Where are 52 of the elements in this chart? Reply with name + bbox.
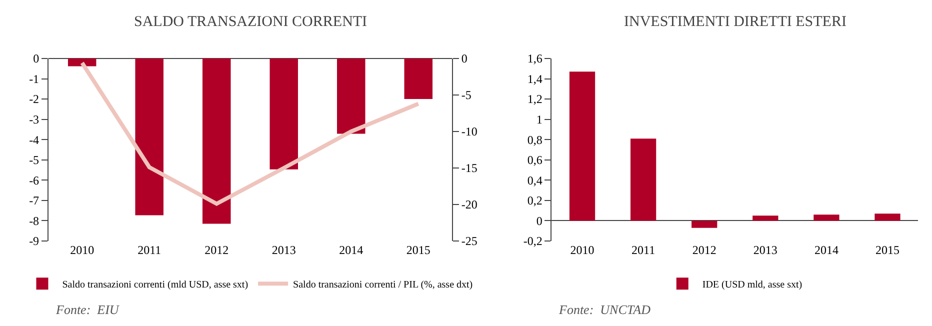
x-tick-label: 2014	[339, 243, 364, 257]
y-tick-label: 1,4	[527, 72, 542, 86]
legend-label: IDE (USD mld, asse sxt)	[702, 279, 802, 290]
x-tick-label: 2011	[632, 243, 656, 257]
bar	[814, 214, 840, 221]
bar	[692, 220, 718, 228]
y-tick-label: 0	[536, 214, 542, 228]
bar	[569, 72, 596, 221]
y2-tick-label: -10	[461, 124, 478, 139]
x-tick-label: 2013	[753, 243, 778, 257]
x-tick-label: 2012	[692, 243, 716, 257]
x-tick-label: 2014	[814, 243, 838, 257]
source-note: Fonte: UNCTAD	[558, 302, 652, 317]
y-tick-label: 1,6	[527, 52, 542, 66]
y-tick-label: -7	[29, 194, 40, 208]
y2-tick-label: -25	[461, 234, 478, 248]
x-tick-label: 2015	[875, 243, 900, 257]
y-tick-label: 0,2	[527, 194, 542, 208]
source-note: Fonte: EIU	[55, 302, 120, 317]
y-tick-label: -1	[29, 72, 40, 86]
y-tick-label: -5	[29, 153, 40, 168]
x-tick-label: 2013	[272, 243, 296, 257]
bar	[752, 216, 778, 221]
legend-label: Saldo transazioni correnti (mld USD, asse sxt)	[62, 279, 248, 290]
y-tick-label: -9	[29, 234, 40, 248]
x-tick-label: 2012	[204, 243, 229, 257]
y-tick-label: -8	[29, 214, 40, 228]
y-tick-label: 1,2	[527, 92, 542, 106]
bar	[630, 138, 656, 221]
y-tick-label: 1	[536, 112, 542, 127]
y2-tick-label: -20	[461, 198, 478, 212]
y-tick-label: -0,2	[523, 234, 542, 248]
y-tick-label: 0,8	[527, 132, 542, 147]
bar	[874, 214, 900, 221]
y-tick-label: -3	[29, 112, 40, 127]
x-tick-label: 2010	[570, 243, 594, 257]
chart-title: INVESTIMENTI DIRETTI ESTERI	[624, 14, 846, 30]
y-tick-label: -4	[29, 132, 40, 147]
chart-title: SALDO TRANSAZIONI CORRENTI	[134, 14, 368, 30]
y2-tick-label: 0	[461, 52, 468, 66]
y-tick-label: 0,6	[527, 153, 542, 168]
line-series	[80, 60, 420, 206]
y2-tick-label: -15	[461, 161, 478, 176]
y-tick-label: -6	[29, 173, 40, 188]
x-tick-label: 2010	[70, 243, 94, 257]
legend-label: Saldo transazioni correnti / PIL (%, asse dxt)	[293, 279, 473, 290]
x-tick-label: 2015	[406, 243, 430, 257]
y-tick-label: 0	[33, 52, 40, 66]
x-tick-label: 2011	[138, 243, 162, 257]
y-tick-label: -2	[29, 92, 40, 106]
y2-tick-label: -5	[461, 88, 472, 102]
y-tick-label: 0,4	[527, 173, 542, 188]
